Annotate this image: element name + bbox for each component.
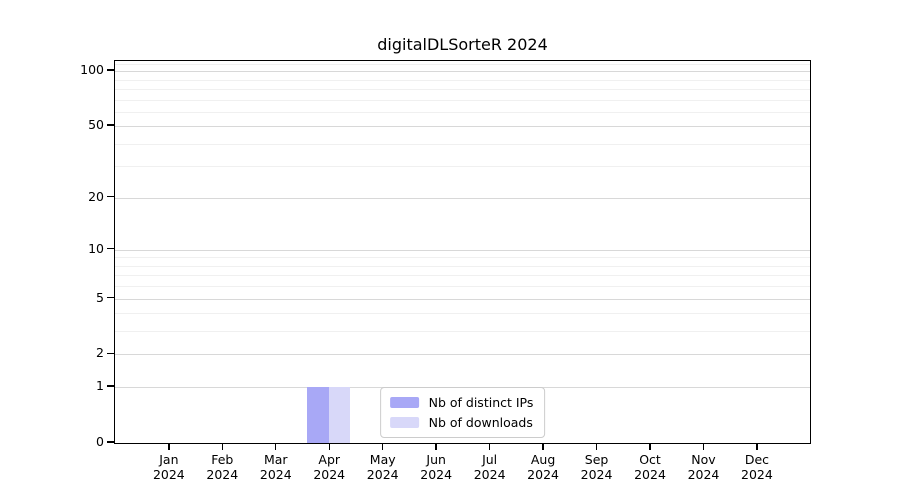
bar-downloads	[328, 387, 351, 443]
legend-label-distinct-ips: Nb of distinct IPs	[428, 395, 534, 410]
x-tick-mark	[488, 444, 491, 450]
legend-swatch-downloads	[389, 417, 419, 428]
y-tick-mark	[107, 441, 114, 443]
x-tick-label-year: 2024	[527, 467, 559, 482]
x-tick-mark	[382, 444, 384, 450]
x-tick-label: May 2024	[348, 452, 418, 482]
y-tick-mark	[107, 248, 114, 250]
major-gridline	[115, 298, 810, 300]
x-tick-mark	[168, 444, 170, 450]
minor-gridline	[115, 79, 810, 81]
x-tick-label-month: Jul	[482, 452, 498, 467]
minor-gridline	[115, 265, 810, 267]
x-tick-mark	[702, 444, 705, 450]
x-tick-label-year: 2024	[473, 467, 506, 482]
x-tick-label-month: Jun	[426, 452, 446, 467]
x-tick-label-year: 2024	[366, 467, 399, 482]
y-tick-label: 5	[96, 289, 104, 305]
x-tick-label-year: 2024	[580, 467, 613, 482]
x-tick-label-year: 2024	[206, 467, 239, 482]
legend: Nb of distinct IPs Nb of downloads	[379, 387, 546, 438]
x-tick-label-month: May	[369, 452, 396, 467]
y-tick-mark	[107, 124, 114, 126]
major-gridline	[115, 249, 810, 251]
plot-area: Nb of distinct IPs Nb of downloads	[114, 60, 811, 444]
x-tick-label-month: Sep	[584, 452, 609, 467]
x-tick-mark	[275, 444, 277, 450]
x-tick-label-year: 2024	[687, 467, 720, 482]
minor-gridline	[115, 331, 810, 333]
x-tick-mark	[435, 444, 437, 450]
minor-gridline	[115, 99, 810, 101]
legend-item-distinct-ips: Nb of distinct IPs	[389, 395, 534, 410]
y-tick-label: 10	[88, 240, 104, 256]
minor-gridline	[115, 166, 810, 168]
x-tick-mark	[649, 444, 651, 450]
minor-gridline	[115, 257, 810, 259]
x-tick-label-month: Dec	[744, 452, 770, 467]
minor-gridline	[115, 111, 810, 113]
x-tick-label-month: Feb	[211, 452, 234, 467]
x-tick-mark	[756, 444, 758, 450]
x-tick-label-month: Aug	[530, 452, 556, 467]
minor-gridline	[115, 286, 810, 288]
chart-title: digitalDLSorteR 2024	[377, 35, 548, 54]
y-tick-mark	[107, 296, 114, 299]
y-tick-mark	[107, 385, 114, 387]
x-tick-label: Sep 2024	[562, 452, 632, 482]
x-tick-mark	[221, 444, 223, 450]
y-tick-mark	[107, 195, 114, 198]
legend-item-downloads: Nb of downloads	[389, 415, 534, 430]
y-tick-label: 20	[88, 188, 104, 204]
x-tick-label: Feb 2024	[187, 452, 257, 482]
y-tick-label: 0	[96, 434, 104, 449]
y-tick-label: 100	[80, 62, 104, 78]
x-tick-label: Dec 2024	[722, 452, 792, 482]
major-gridline	[115, 71, 810, 73]
x-tick-label: Apr 2024	[294, 452, 364, 482]
minor-gridline	[115, 313, 810, 315]
x-tick-label-month: Mar	[263, 452, 288, 467]
legend-label-downloads: Nb of downloads	[428, 415, 533, 430]
minor-gridline	[115, 88, 810, 90]
x-tick-mark	[542, 444, 544, 450]
x-tick-mark	[328, 444, 330, 450]
x-tick-label-year: 2024	[152, 467, 185, 482]
x-tick-label-month: Oct	[639, 452, 661, 467]
bars-layer	[115, 61, 810, 443]
legend-swatch-distinct-ips	[389, 397, 419, 408]
y-tick-mark	[107, 352, 114, 355]
x-tick-label-year: 2024	[313, 467, 346, 482]
x-tick-label-year: 2024	[259, 467, 292, 482]
minor-gridline	[115, 63, 810, 65]
x-tick-label-month: Jan	[159, 452, 179, 467]
x-tick-label: Jul 2024	[455, 452, 525, 482]
x-tick-label-year: 2024	[420, 467, 453, 482]
major-gridline	[115, 197, 810, 199]
major-gridline	[115, 126, 810, 128]
minor-gridline	[115, 275, 810, 277]
x-tick-label: Mar 2024	[241, 452, 311, 482]
major-gridline	[115, 354, 810, 356]
y-tick-label: 2	[96, 345, 104, 361]
x-tick-label-month: Nov	[691, 452, 716, 467]
x-tick-label-year: 2024	[741, 467, 773, 482]
x-tick-label-year: 2024	[634, 467, 666, 482]
x-tick-label: Jun 2024	[401, 452, 471, 482]
minor-gridline	[115, 143, 810, 145]
x-tick-mark	[595, 444, 598, 450]
x-tick-label: Nov 2024	[668, 452, 738, 482]
y-tick-mark	[107, 69, 114, 71]
x-tick-label-month: Apr	[318, 452, 341, 467]
x-tick-label: Oct 2024	[615, 452, 685, 482]
x-tick-label: Jan 2024	[134, 452, 204, 482]
y-tick-label: 50	[88, 117, 104, 133]
x-tick-label: Aug 2024	[508, 452, 578, 482]
y-tick-label: 1	[96, 378, 104, 394]
bar-distinct-ips	[307, 387, 329, 443]
